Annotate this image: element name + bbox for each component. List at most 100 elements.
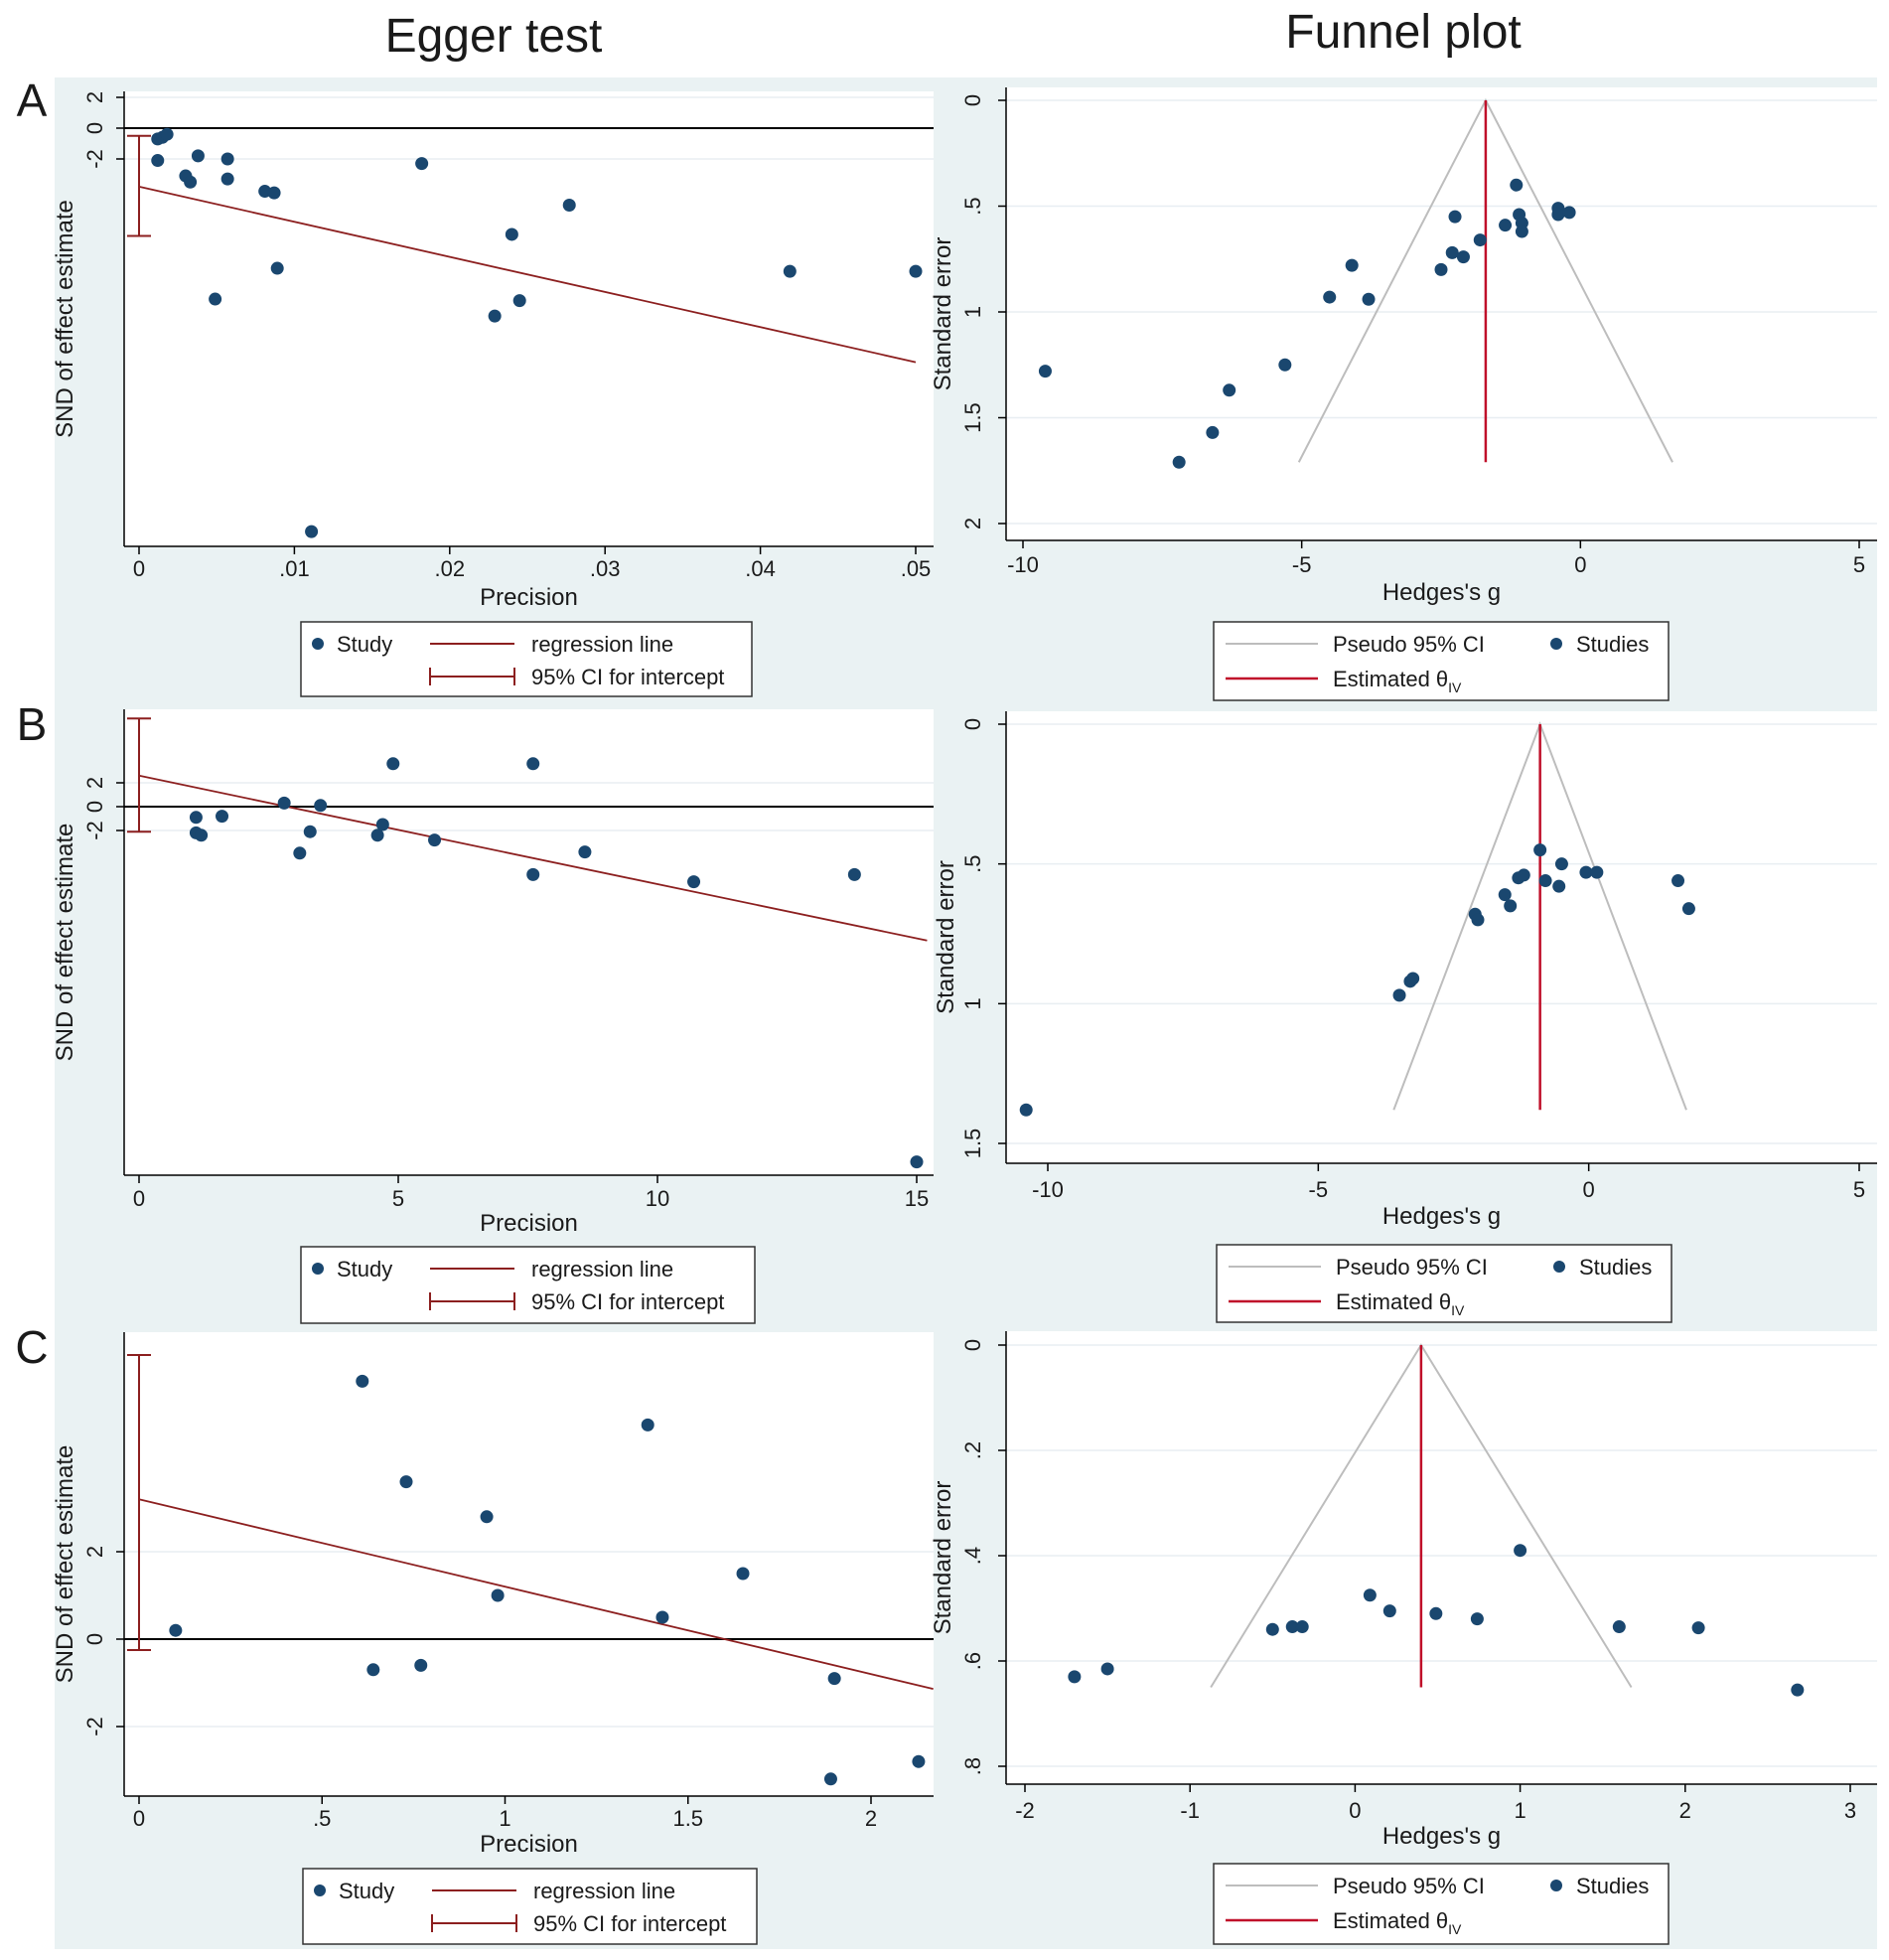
legend-studies-label: Studies bbox=[1576, 1874, 1649, 1898]
study-point bbox=[209, 292, 222, 306]
study-point bbox=[370, 829, 384, 842]
study-point bbox=[1590, 865, 1604, 879]
panel-c-funnel: -2 -1 0 1 2 3 Hedges's g 0 .2 .4 .6 .8 Standard erro… bbox=[930, 1326, 1877, 1949]
study-point bbox=[191, 149, 205, 163]
study-point bbox=[160, 127, 174, 141]
x-tick-label: 0 bbox=[1574, 552, 1586, 577]
panel-a-funnel: -10 -5 0 5 Hedges's g 0 .5 1 1.5 2 Standard error P… bbox=[930, 77, 1877, 703]
study-point bbox=[399, 1475, 413, 1489]
study-point bbox=[488, 309, 502, 323]
legend-regression-label: regression line bbox=[531, 632, 673, 657]
study-point bbox=[1456, 250, 1470, 264]
study-point bbox=[414, 1658, 428, 1672]
study-point bbox=[526, 757, 540, 771]
study-point bbox=[195, 829, 209, 842]
panel-a-egger: 0 .01 .02 .03 .04 .05 Precision 2 0 -2 SND of effe… bbox=[52, 77, 934, 703]
study-point bbox=[293, 846, 307, 860]
study-point bbox=[356, 1374, 369, 1388]
study-point bbox=[1579, 865, 1593, 879]
x-tick-label: -5 bbox=[1309, 1177, 1329, 1202]
x-tick-label: 1 bbox=[499, 1806, 510, 1831]
study-point bbox=[1671, 874, 1685, 888]
legend-estimated-subscript: IV bbox=[1451, 1302, 1465, 1318]
regression-line bbox=[138, 1498, 934, 1691]
x-tick-label: .04 bbox=[745, 556, 776, 581]
legend-box bbox=[1213, 621, 1670, 701]
study-point bbox=[216, 810, 229, 824]
study-point bbox=[1406, 972, 1420, 985]
study-point bbox=[1612, 1620, 1626, 1634]
x-tick-label: -2 bbox=[1015, 1798, 1035, 1823]
y-tick-label: -2 bbox=[82, 821, 107, 840]
study-point bbox=[189, 811, 203, 825]
study-point bbox=[562, 199, 576, 212]
legend-estimated-label: Estimated θIV bbox=[1336, 1289, 1465, 1318]
y-tick-label: 2 bbox=[82, 777, 107, 789]
legend: Study regression line 95% CI for intercept bbox=[300, 621, 753, 697]
study-point bbox=[1362, 292, 1376, 306]
y-axis-label: Standard error bbox=[933, 860, 959, 1014]
study-point bbox=[184, 175, 198, 189]
legend-estimated-label: Estimated θIV bbox=[1333, 667, 1462, 695]
study-point bbox=[1068, 1670, 1082, 1684]
y-tick-label: 1.5 bbox=[960, 402, 985, 433]
study-point bbox=[1445, 245, 1459, 259]
study-point bbox=[1285, 1620, 1299, 1634]
study-point bbox=[1265, 1622, 1279, 1636]
x-axis-label: Hedges's g bbox=[1382, 579, 1501, 606]
study-point bbox=[1100, 1662, 1114, 1676]
y-tick-label: 1 bbox=[960, 997, 985, 1009]
legend-ci-label: Pseudo 95% CI bbox=[1336, 1255, 1488, 1280]
study-point bbox=[827, 1672, 841, 1686]
legend-box bbox=[300, 621, 753, 697]
study-point bbox=[1562, 206, 1576, 220]
study-point bbox=[220, 172, 234, 186]
study-point bbox=[909, 264, 923, 278]
x-axis-label: Hedges's g bbox=[1382, 1823, 1501, 1850]
y-tick-label: 0 bbox=[82, 122, 107, 134]
y-tick-label: 0 bbox=[960, 718, 985, 730]
study-point bbox=[1429, 1606, 1443, 1620]
x-axis-label: Precision bbox=[480, 584, 578, 611]
y-tick-label: 2 bbox=[960, 518, 985, 529]
study-point bbox=[1538, 874, 1552, 888]
x-tick-label: .5 bbox=[313, 1806, 331, 1831]
panel-label-c: C bbox=[15, 1321, 48, 1373]
panel-label-a: A bbox=[17, 75, 48, 126]
study-point bbox=[847, 867, 861, 881]
x-tick-label: .01 bbox=[279, 556, 310, 581]
study-point bbox=[655, 1610, 669, 1624]
panel-label-b: B bbox=[17, 698, 48, 750]
y-axis-label: Standard error bbox=[930, 1481, 956, 1635]
y-tick-label: .5 bbox=[960, 197, 985, 215]
study-point bbox=[305, 525, 319, 538]
study-point bbox=[512, 294, 526, 308]
y-tick-label: .4 bbox=[960, 1547, 985, 1565]
legend-box bbox=[300, 1246, 756, 1324]
study-point bbox=[366, 1663, 380, 1677]
study-point bbox=[1514, 1544, 1527, 1558]
y-axis-label: SND of effect estimate bbox=[52, 824, 78, 1062]
study-point bbox=[1278, 358, 1292, 372]
study-point bbox=[1323, 290, 1337, 304]
x-tick-label: -10 bbox=[1007, 552, 1039, 577]
legend-study-marker bbox=[312, 1263, 324, 1275]
study-point bbox=[687, 875, 701, 889]
x-axis-label: Hedges's g bbox=[1382, 1203, 1501, 1230]
x-tick-label: 1 bbox=[1514, 1798, 1526, 1823]
panel-c-egger: 0 .5 1 1.5 2 Precision 2 0 -2 SND of effect estim… bbox=[52, 1326, 934, 1949]
study-point bbox=[1434, 262, 1448, 276]
study-point bbox=[428, 833, 442, 847]
legend-studies-marker bbox=[1550, 1880, 1562, 1891]
legend-box bbox=[302, 1868, 758, 1945]
x-tick-label: .02 bbox=[435, 556, 466, 581]
study-point bbox=[303, 825, 317, 838]
legend-study-label: Study bbox=[339, 1879, 394, 1903]
study-point bbox=[1382, 1604, 1396, 1618]
study-point bbox=[910, 1155, 924, 1169]
plot-region bbox=[1006, 1331, 1877, 1784]
legend-estimated-text: Estimated θ bbox=[1333, 1908, 1448, 1933]
x-tick-label: 5 bbox=[1853, 1177, 1865, 1202]
study-point bbox=[1517, 868, 1530, 882]
